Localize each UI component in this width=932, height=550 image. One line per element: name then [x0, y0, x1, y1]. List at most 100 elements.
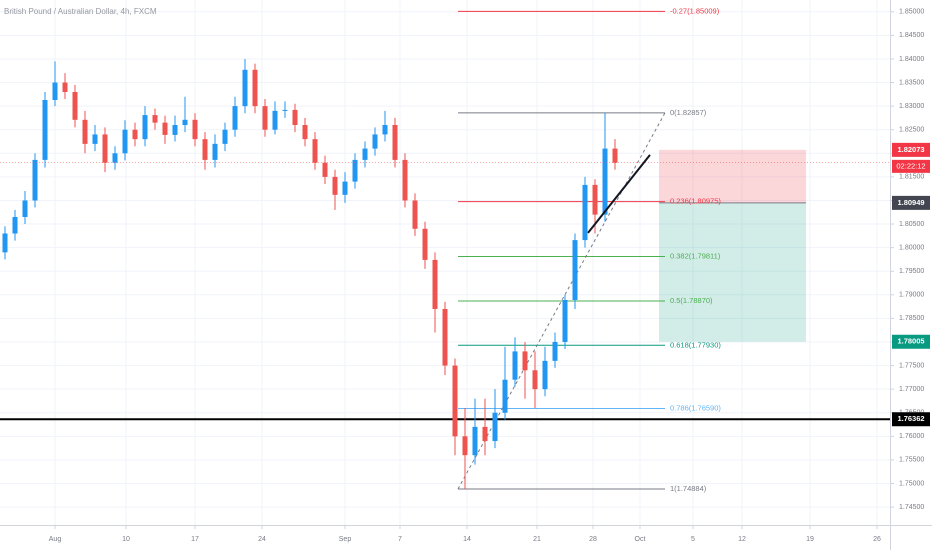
candle-body	[572, 240, 578, 300]
candle-body	[462, 436, 468, 456]
y-tick-label: 1.79000	[899, 292, 924, 299]
candle-body	[192, 119, 198, 140]
candle-body	[242, 69, 248, 107]
y-tick-label: 1.83500	[899, 79, 924, 86]
candle-body	[142, 115, 148, 140]
x-tick-label: 12	[738, 536, 746, 543]
countdown-box	[892, 159, 930, 173]
candle-body	[152, 115, 158, 123]
y-tick-label: 1.80000	[899, 244, 924, 251]
candle-body	[252, 69, 258, 107]
fib-label: 0.618(1.77930)	[670, 340, 721, 349]
y-tick-label: 1.83000	[899, 103, 924, 110]
candle-body	[432, 259, 438, 309]
candle-body	[132, 129, 138, 140]
x-tick-label: 21	[533, 536, 541, 543]
x-tick-label: 7	[398, 536, 402, 543]
candle-body	[492, 412, 498, 442]
fib-label: 0.236(1.80975)	[670, 197, 721, 206]
candle-body	[382, 125, 388, 135]
y-tick-label: 1.82500	[899, 127, 924, 134]
entry-price-label: 1.80949	[897, 198, 924, 207]
x-tick-label: 5	[691, 536, 695, 543]
grid	[0, 0, 890, 525]
candle-body	[402, 159, 408, 201]
candle-body	[102, 134, 108, 163]
candle-body	[552, 341, 558, 361]
plot-area: -0.27(1.85009) 0(1.82857) 0.236(1.80975) 0.…	[0, 6, 890, 493]
fib-label: 0.382(1.79811)	[670, 252, 721, 261]
candle-body	[32, 159, 38, 201]
candle-body	[512, 351, 518, 380]
candle-body	[292, 109, 298, 125]
candle-body	[542, 360, 548, 390]
candle-body	[502, 379, 508, 413]
x-tick-label: 24	[258, 536, 266, 543]
candle-body	[282, 109, 288, 111]
candle-body	[602, 148, 608, 215]
candle-body	[202, 139, 208, 160]
x-tick-label: 10	[122, 536, 130, 543]
candle-body	[122, 129, 128, 154]
candle-body	[162, 122, 168, 135]
candle-body	[332, 176, 338, 195]
candle-body	[442, 308, 448, 366]
x-tick-label: 14	[463, 536, 471, 543]
x-tick-label: 28	[589, 536, 597, 543]
candle-body	[522, 351, 528, 371]
candle-body	[582, 184, 588, 241]
axes: 1.745001.750001.755001.760001.765001.770…	[49, 9, 930, 543]
x-tick-label: 19	[806, 536, 814, 543]
chart-title: British Pound / Australian Dollar, 4h, F…	[4, 7, 157, 16]
target-price-label: 1.78005	[897, 337, 924, 346]
y-tick-label: 1.77500	[899, 362, 924, 369]
fib-label: 1(1.74884)	[670, 484, 707, 493]
candle-body	[112, 153, 118, 163]
candle-body	[302, 125, 308, 140]
candle-body	[562, 300, 568, 342]
trend-line	[587, 154, 651, 234]
candle-body	[392, 125, 398, 160]
candle-body	[52, 82, 58, 100]
y-tick-label: 1.84500	[899, 32, 924, 39]
x-tick-label: 17	[191, 536, 199, 543]
fib-label: 0(1.82857)	[670, 108, 707, 117]
candle-body	[22, 200, 28, 217]
candle-body	[482, 426, 488, 442]
y-tick-label: 1.84000	[899, 56, 924, 63]
candle-body	[272, 110, 278, 130]
y-tick-label: 1.80500	[899, 221, 924, 228]
candle-body	[72, 91, 78, 120]
y-tick-label: 1.81500	[899, 174, 924, 181]
candle-body	[532, 370, 538, 390]
candle-body	[592, 184, 598, 215]
countdown-label: 02:22:12	[896, 161, 925, 170]
y-tick-label: 1.79500	[899, 268, 924, 275]
x-tick-label: 26	[873, 536, 881, 543]
candle-body	[472, 426, 478, 456]
x-tick-label: Sep	[339, 536, 352, 543]
candle-body	[312, 139, 318, 163]
stop-price-label: 1.82073	[897, 145, 924, 154]
support-price-box	[892, 412, 930, 427]
stop-zone	[659, 149, 806, 203]
candle-body	[452, 365, 458, 437]
candle-body	[12, 216, 18, 234]
candle-body	[322, 162, 328, 177]
entry-price-box	[892, 195, 930, 210]
y-tick-label: 1.74500	[899, 504, 924, 511]
fib-label: 0.786(1.76590)	[670, 403, 721, 412]
y-tick-label: 1.76000	[899, 433, 924, 440]
candle-body	[2, 233, 8, 253]
candle-body	[372, 134, 378, 149]
x-tick-label: Oct	[635, 536, 646, 543]
y-tick-label: 1.77000	[899, 386, 924, 393]
candle-body	[42, 100, 48, 160]
y-tick-label: 1.85000	[899, 9, 924, 16]
stop-price-box	[892, 142, 930, 157]
candle-body	[182, 119, 188, 125]
target-zone	[659, 202, 806, 342]
candle-body	[92, 134, 98, 144]
